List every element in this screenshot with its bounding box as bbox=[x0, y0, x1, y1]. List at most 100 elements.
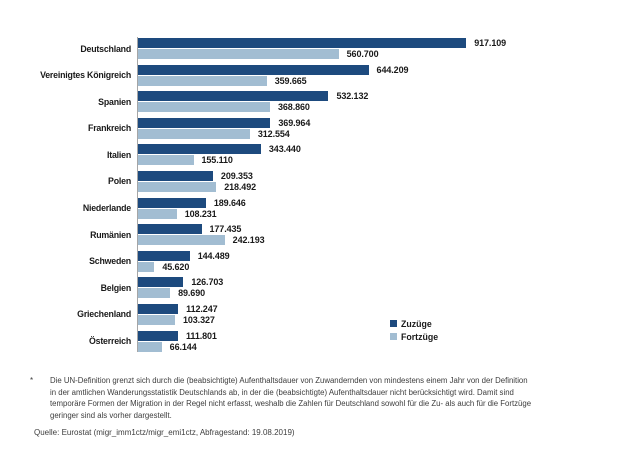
zuzuege-bar: 532.132 bbox=[138, 91, 368, 102]
fortzuege-value: 103.327 bbox=[182, 314, 215, 325]
legend-label-fortzuege: Fortzüge bbox=[401, 331, 439, 342]
fortzuege-bar: 560.700 bbox=[138, 49, 379, 59]
zuzuege-bar: 177.435 bbox=[138, 224, 241, 235]
zuzuege-value: 532.132 bbox=[336, 91, 369, 102]
fortzuege-bar: 103.327 bbox=[138, 314, 215, 325]
legend: Zuzüge Fortzüge bbox=[390, 317, 438, 343]
footnote-line: in der amtlichen Wanderungsstatistik Deu… bbox=[50, 387, 514, 397]
country-label: Niederlande bbox=[82, 203, 131, 214]
fortzuege-value: 45.620 bbox=[162, 261, 190, 272]
fortzuege-value: 89.690 bbox=[178, 288, 206, 299]
zuzuege-swatch-icon bbox=[390, 320, 397, 327]
zuzuege-bar: 189.646 bbox=[138, 197, 246, 208]
bar-group: 209.353 218.492 bbox=[138, 170, 478, 192]
country-row: Polen 209.353 218.492 bbox=[0, 170, 478, 198]
fortzuege-bar: 155.110 bbox=[138, 155, 233, 166]
country-row: Spanien 532.132 368.860 bbox=[0, 91, 478, 118]
fortzuege-bar: 45.620 bbox=[138, 261, 189, 272]
bar-group: 532.132 368.860 bbox=[138, 91, 478, 113]
bar-group: 189.646 108.231 bbox=[138, 197, 478, 219]
country-label: Griechenland bbox=[77, 309, 131, 320]
country-label: Italien bbox=[106, 149, 131, 160]
country-row: Griechenland 112.247 103.327 bbox=[0, 303, 478, 331]
source-line: Quelle: Eurostat (migr_imm1ctz/migr_emi1… bbox=[34, 428, 295, 437]
legend-label-zuzuege: Zuzüge bbox=[401, 318, 432, 329]
zuzuege-bar: 144.489 bbox=[138, 250, 230, 261]
country-row: Italien 343.440 155.110 bbox=[0, 144, 478, 171]
fortzuege-value: 560.700 bbox=[346, 49, 379, 59]
fortzuege-bar: 312.554 bbox=[138, 128, 290, 139]
fortzuege-value: 312.554 bbox=[257, 128, 290, 139]
bar-group: 112.247 103.327 bbox=[138, 303, 478, 325]
country-row: Österreich 111.801 66.144 bbox=[0, 330, 478, 358]
country-label: Rumänien bbox=[90, 229, 131, 240]
fortzuege-bar: 108.231 bbox=[138, 208, 217, 219]
zuzuege-value: 209.353 bbox=[220, 170, 253, 181]
fortzuege-bar: 368.860 bbox=[138, 102, 310, 113]
footnote-line: Die UN-Definition grenzt sich durch die … bbox=[50, 376, 528, 385]
zuzuege-value: 126.703 bbox=[191, 277, 224, 288]
fortzuege-bar: 89.690 bbox=[138, 288, 205, 299]
bar-group: 126.703 89.690 bbox=[138, 277, 478, 299]
country-label: Deutschland bbox=[80, 43, 131, 54]
zuzuege-bar: 369.964 bbox=[138, 117, 310, 128]
footnote-line: geringer sind als vorher dargestellt. bbox=[50, 410, 172, 420]
fortzuege-value: 108.231 bbox=[184, 208, 217, 219]
bar-group: 644.209 359.665 bbox=[138, 64, 478, 86]
country-label: Belgien bbox=[100, 282, 132, 293]
fortzuege-swatch-icon bbox=[390, 333, 397, 340]
bar-chart: Deutschland 917.109 560.700 Vereinigtes … bbox=[0, 38, 506, 358]
zuzuege-value: 369.964 bbox=[278, 117, 311, 128]
zuzuege-bar: 644.209 bbox=[138, 64, 408, 75]
fortzuege-value: 242.193 bbox=[232, 235, 265, 246]
bar-group: 369.964 312.554 bbox=[138, 117, 478, 139]
fortzuege-bar: 218.492 bbox=[138, 181, 256, 192]
zuzuege-value: 111.801 bbox=[186, 330, 217, 341]
country-row: Vereinigtes Königreich 644.209 359.665 bbox=[0, 64, 478, 92]
bar-group: 917.109 560.700 bbox=[138, 38, 506, 59]
footnote: * Die UN-Definition grenzt sich durch di… bbox=[30, 375, 531, 421]
fortzuege-bar: 359.665 bbox=[138, 75, 307, 86]
zuzuege-value: 112.247 bbox=[186, 303, 218, 314]
legend-item-fortzuege: Fortzüge bbox=[390, 330, 438, 343]
bar-group: 111.801 66.144 bbox=[138, 330, 478, 352]
fortzuege-value: 218.492 bbox=[224, 181, 257, 192]
zuzuege-bar: 343.440 bbox=[138, 144, 301, 155]
zuzuege-value: 189.646 bbox=[213, 197, 246, 208]
country-label: Spanien bbox=[98, 96, 131, 107]
bar-group: 144.489 45.620 bbox=[138, 250, 478, 272]
country-row: Deutschland 917.109 560.700 bbox=[0, 38, 506, 65]
country-row: Schweden 144.489 45.620 bbox=[0, 250, 478, 278]
zuzuege-bar: 112.247 bbox=[138, 303, 218, 314]
country-row: Frankreich 369.964 312.554 bbox=[0, 117, 478, 145]
zuzuege-value: 343.440 bbox=[268, 144, 301, 155]
zuzuege-bar: 111.801 bbox=[138, 330, 217, 341]
country-row: Belgien 126.703 89.690 bbox=[0, 277, 478, 304]
fortzuege-value: 66.144 bbox=[169, 341, 197, 352]
fortzuege-value: 368.860 bbox=[278, 102, 310, 113]
legend-item-zuzuege: Zuzüge bbox=[390, 317, 438, 330]
zuzuege-bar: 126.703 bbox=[138, 277, 223, 288]
bar-group: 177.435 242.193 bbox=[138, 224, 478, 246]
footnote-marker: * bbox=[30, 376, 34, 385]
zuzuege-value: 917.109 bbox=[474, 38, 507, 48]
country-label: Frankreich bbox=[88, 123, 131, 134]
footnote-line: temporäre Formen der Migration in der Re… bbox=[50, 399, 532, 409]
zuzuege-bar: 917.109 bbox=[138, 38, 506, 48]
footnote-text: Die UN-Definition grenzt sich durch die … bbox=[50, 375, 531, 421]
country-label: Schweden bbox=[89, 256, 131, 267]
fortzuege-bar: 242.193 bbox=[138, 235, 265, 246]
fortzuege-bar: 66.144 bbox=[138, 341, 197, 352]
country-label: Österreich bbox=[88, 336, 131, 347]
zuzuege-bar: 209.353 bbox=[138, 170, 253, 181]
fortzuege-value: 359.665 bbox=[274, 75, 307, 86]
country-label: Vereinigtes Königreich bbox=[40, 70, 131, 81]
fortzuege-value: 155.110 bbox=[201, 155, 233, 166]
bar-group: 343.440 155.110 bbox=[138, 144, 478, 166]
y-axis-line bbox=[137, 37, 138, 352]
country-row: Rumänien 177.435 242.193 bbox=[0, 224, 478, 251]
country-label: Polen bbox=[108, 176, 131, 187]
zuzuege-value: 144.489 bbox=[197, 250, 230, 261]
zuzuege-value: 177.435 bbox=[209, 224, 242, 235]
